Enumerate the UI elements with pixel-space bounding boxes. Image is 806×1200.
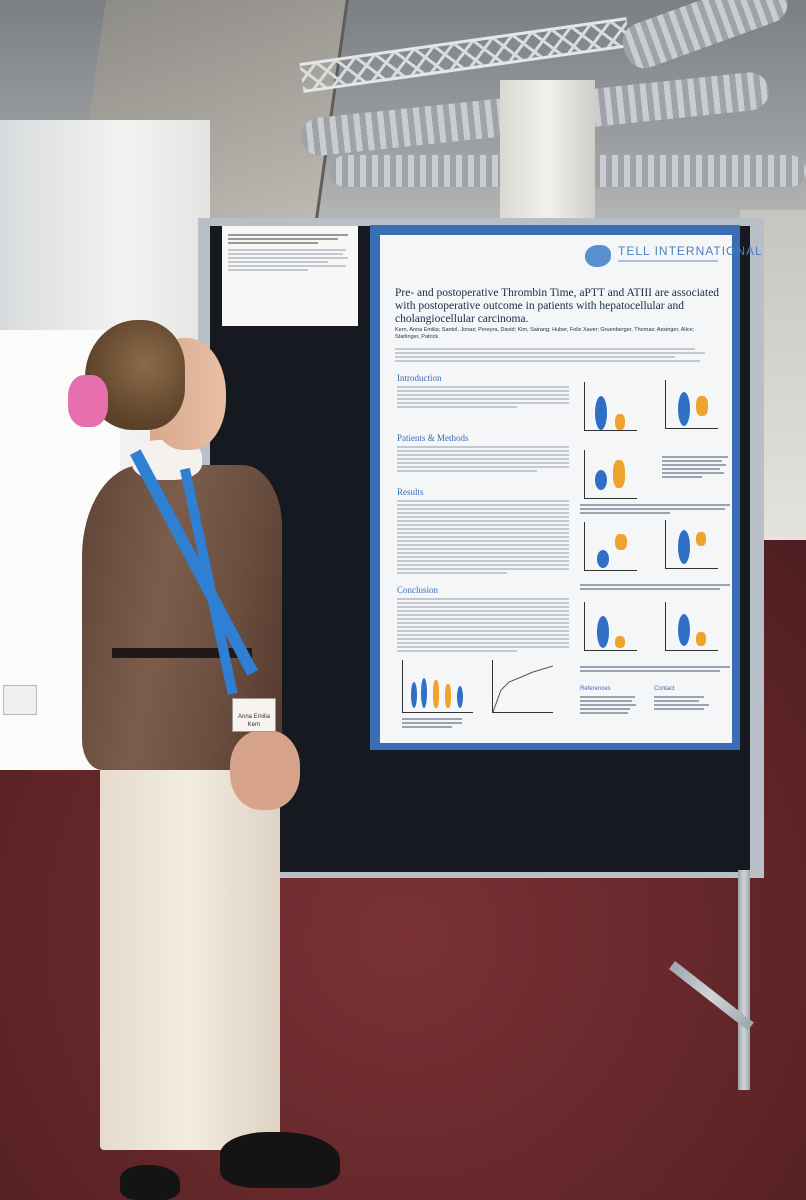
conclusion-text bbox=[397, 598, 569, 654]
figure-captions bbox=[402, 718, 552, 730]
name-badge: Anna Emilia Kern bbox=[232, 698, 276, 732]
logo-subtitle-line bbox=[618, 260, 718, 264]
logo-name: TELL bbox=[618, 244, 651, 258]
liver-logo-icon bbox=[585, 245, 611, 267]
person-shoe-left bbox=[120, 1165, 180, 1200]
logo-text: TELL INTERNATIONAL bbox=[618, 244, 763, 258]
section-results: Results bbox=[397, 487, 424, 497]
contact-info bbox=[654, 696, 714, 712]
person-hands bbox=[230, 730, 300, 810]
section-contact: Contact bbox=[654, 686, 675, 692]
violin-plot-6 bbox=[584, 602, 637, 651]
pillar bbox=[500, 80, 595, 225]
references-list bbox=[580, 696, 640, 716]
violin-plot-3 bbox=[584, 450, 637, 499]
poster-title: Pre- and postoperative Thrombin Time, aP… bbox=[395, 287, 720, 325]
figure-4-caption bbox=[580, 666, 730, 674]
section-introduction: Introduction bbox=[397, 373, 442, 383]
figure-2-caption bbox=[580, 504, 730, 516]
figure-violin-small bbox=[402, 660, 473, 713]
violin-plot-5 bbox=[665, 520, 718, 569]
logo-line2: INTERNATIONAL bbox=[654, 244, 763, 258]
violin-plot-1 bbox=[584, 382, 637, 431]
abstract-sheet bbox=[222, 226, 358, 326]
section-patients-methods: Patients & Methods bbox=[397, 433, 469, 443]
wall-outlet bbox=[3, 685, 37, 715]
violin-plot-4 bbox=[584, 522, 637, 571]
board-leg bbox=[738, 870, 750, 1090]
hair-clip bbox=[68, 375, 108, 427]
section-conclusion: Conclusion bbox=[397, 585, 439, 595]
violin-plot-2 bbox=[665, 380, 718, 429]
figure-roc-curve bbox=[492, 660, 554, 713]
figure-3-caption bbox=[580, 584, 730, 592]
person-belt bbox=[112, 648, 252, 658]
poster-content bbox=[380, 235, 732, 743]
methods-text bbox=[397, 446, 569, 474]
affiliations bbox=[395, 348, 720, 364]
results-text bbox=[397, 500, 569, 576]
roc-curve-line bbox=[492, 665, 554, 713]
figure-1-caption bbox=[662, 456, 732, 480]
person-trousers bbox=[100, 760, 280, 1150]
poster-authors: Kern, Anna Emilia; Santol, Jonas; Pereyr… bbox=[395, 327, 695, 340]
violin-plot-7 bbox=[665, 602, 718, 651]
section-references: References bbox=[580, 686, 611, 692]
introduction-text bbox=[397, 386, 569, 410]
person-shoe-right bbox=[220, 1132, 340, 1188]
